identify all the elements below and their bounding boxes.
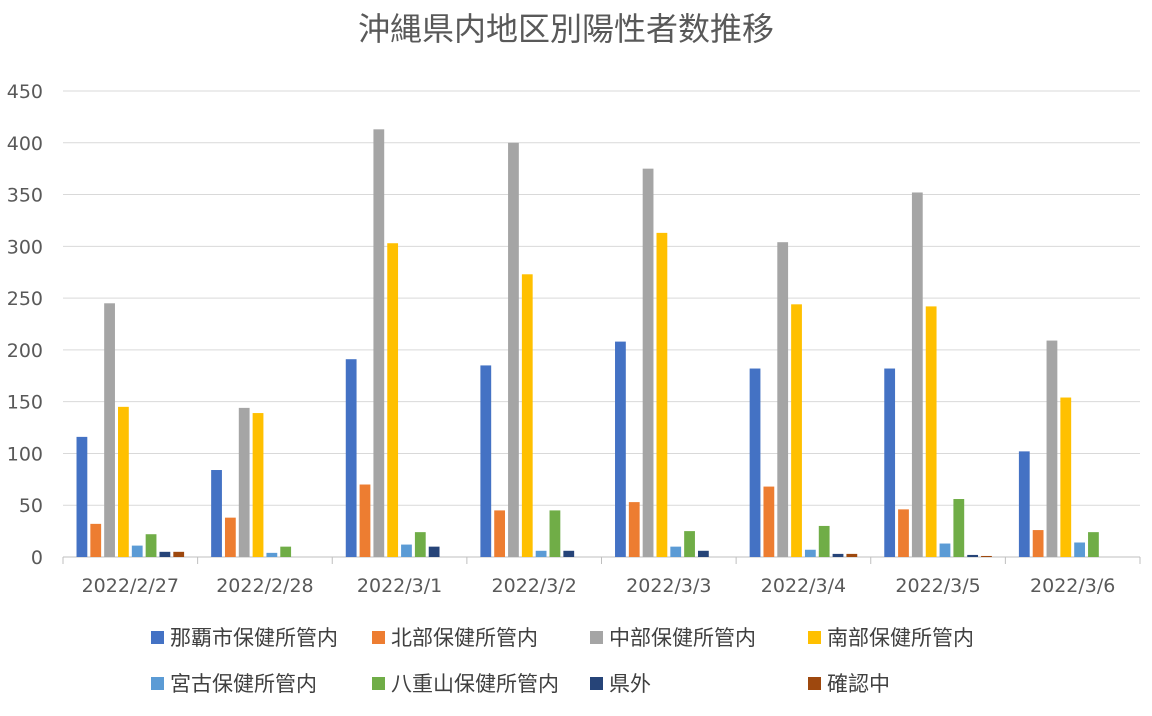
bar bbox=[159, 551, 171, 557]
legend-label: 南部保健所管内 bbox=[827, 626, 974, 650]
bar bbox=[387, 243, 399, 557]
bar bbox=[818, 525, 830, 557]
bar bbox=[628, 502, 640, 557]
y-tick-label: 200 bbox=[7, 340, 43, 362]
bar bbox=[90, 523, 102, 557]
y-tick-label: 250 bbox=[7, 288, 43, 310]
legend-label: 中部保健所管内 bbox=[609, 626, 756, 650]
x-tick-label: 2022/3/5 bbox=[895, 575, 980, 597]
bar bbox=[535, 550, 547, 557]
legend-swatch bbox=[808, 631, 821, 644]
legend-label: 北部保健所管内 bbox=[391, 626, 538, 650]
bar bbox=[763, 486, 775, 557]
bar bbox=[494, 510, 506, 557]
y-tick-label: 100 bbox=[7, 443, 43, 465]
bar bbox=[791, 304, 802, 557]
legend-label: 宮古保健所管内 bbox=[170, 672, 317, 696]
bar bbox=[224, 517, 236, 557]
bar bbox=[401, 544, 412, 557]
x-tick-label: 2022/3/2 bbox=[492, 575, 577, 597]
bar bbox=[1046, 340, 1058, 557]
bar bbox=[76, 436, 88, 557]
bar bbox=[173, 551, 185, 557]
y-tick-label: 350 bbox=[7, 185, 43, 207]
bar bbox=[953, 499, 965, 557]
x-tick-label: 2022/3/1 bbox=[357, 575, 442, 597]
bar bbox=[832, 553, 844, 557]
bar bbox=[656, 232, 668, 558]
legend-swatch bbox=[590, 631, 603, 644]
bar bbox=[508, 142, 519, 557]
x-tick-label: 2022/3/4 bbox=[761, 575, 846, 597]
bar bbox=[615, 341, 626, 557]
bar bbox=[898, 509, 909, 557]
bar bbox=[1032, 530, 1044, 557]
y-tick-label: 450 bbox=[7, 81, 43, 103]
legend-label: 確認中 bbox=[827, 672, 890, 696]
bar bbox=[1018, 451, 1030, 557]
legend-swatch bbox=[151, 631, 164, 644]
y-tick-label: 150 bbox=[7, 392, 43, 414]
bar bbox=[373, 129, 385, 557]
bar bbox=[428, 546, 440, 557]
x-tick-label: 2022/3/6 bbox=[1030, 575, 1115, 597]
bar bbox=[1088, 532, 1099, 557]
gridlines bbox=[63, 90, 1140, 558]
bar bbox=[359, 484, 371, 557]
y-axis-ticks: 0 50 100 150 200 250 300 350 400 450 bbox=[7, 81, 43, 569]
bar bbox=[211, 470, 222, 557]
bar bbox=[118, 406, 129, 557]
y-tick-label: 50 bbox=[19, 495, 43, 517]
bar bbox=[884, 368, 896, 557]
bar bbox=[145, 534, 157, 557]
legend-swatch bbox=[372, 631, 385, 644]
x-tick-label: 2022/3/3 bbox=[626, 575, 711, 597]
legend-swatch bbox=[590, 677, 603, 690]
legend-swatch bbox=[372, 677, 385, 690]
legend-swatch bbox=[808, 677, 821, 690]
y-tick-label: 400 bbox=[7, 133, 43, 155]
bar bbox=[1060, 397, 1072, 557]
legend-label: 八重山保健所管内 bbox=[391, 672, 559, 696]
legend-label: 那覇市保健所管内 bbox=[170, 626, 338, 650]
bar bbox=[266, 552, 278, 557]
bar bbox=[777, 242, 789, 558]
bar bbox=[549, 510, 561, 557]
bar bbox=[563, 550, 575, 557]
bars bbox=[76, 129, 1099, 558]
x-tick-label: 2022/2/27 bbox=[82, 575, 179, 597]
bar bbox=[749, 368, 761, 557]
bar bbox=[939, 543, 951, 557]
bar bbox=[697, 550, 709, 557]
y-tick-label: 300 bbox=[7, 236, 43, 258]
bar bbox=[521, 274, 533, 557]
chart-title: 沖縄県内地区別陽性者数推移 bbox=[358, 10, 774, 48]
bar bbox=[104, 303, 115, 557]
bar bbox=[280, 546, 292, 557]
bar bbox=[670, 546, 682, 557]
legend-swatch bbox=[151, 677, 164, 690]
bar bbox=[981, 555, 992, 557]
bar bbox=[804, 549, 816, 557]
bar bbox=[642, 168, 654, 557]
bar bbox=[911, 192, 923, 558]
bar bbox=[131, 545, 143, 557]
legend-label: 県外 bbox=[609, 672, 651, 696]
y-tick-label: 0 bbox=[31, 547, 43, 569]
bar bbox=[480, 365, 492, 557]
bar bbox=[345, 359, 357, 557]
bar bbox=[414, 532, 426, 557]
x-axis-ticks: 2022/2/27 2022/2/28 2022/3/1 2022/3/2 2022/3… bbox=[62, 557, 1141, 597]
bar bbox=[846, 553, 858, 557]
bar bbox=[967, 554, 979, 557]
bar bbox=[684, 531, 695, 557]
bar bbox=[238, 407, 250, 557]
bar bbox=[1074, 542, 1085, 557]
bar bbox=[252, 413, 264, 557]
x-tick-label: 2022/2/28 bbox=[216, 575, 313, 597]
bar bbox=[925, 306, 937, 557]
